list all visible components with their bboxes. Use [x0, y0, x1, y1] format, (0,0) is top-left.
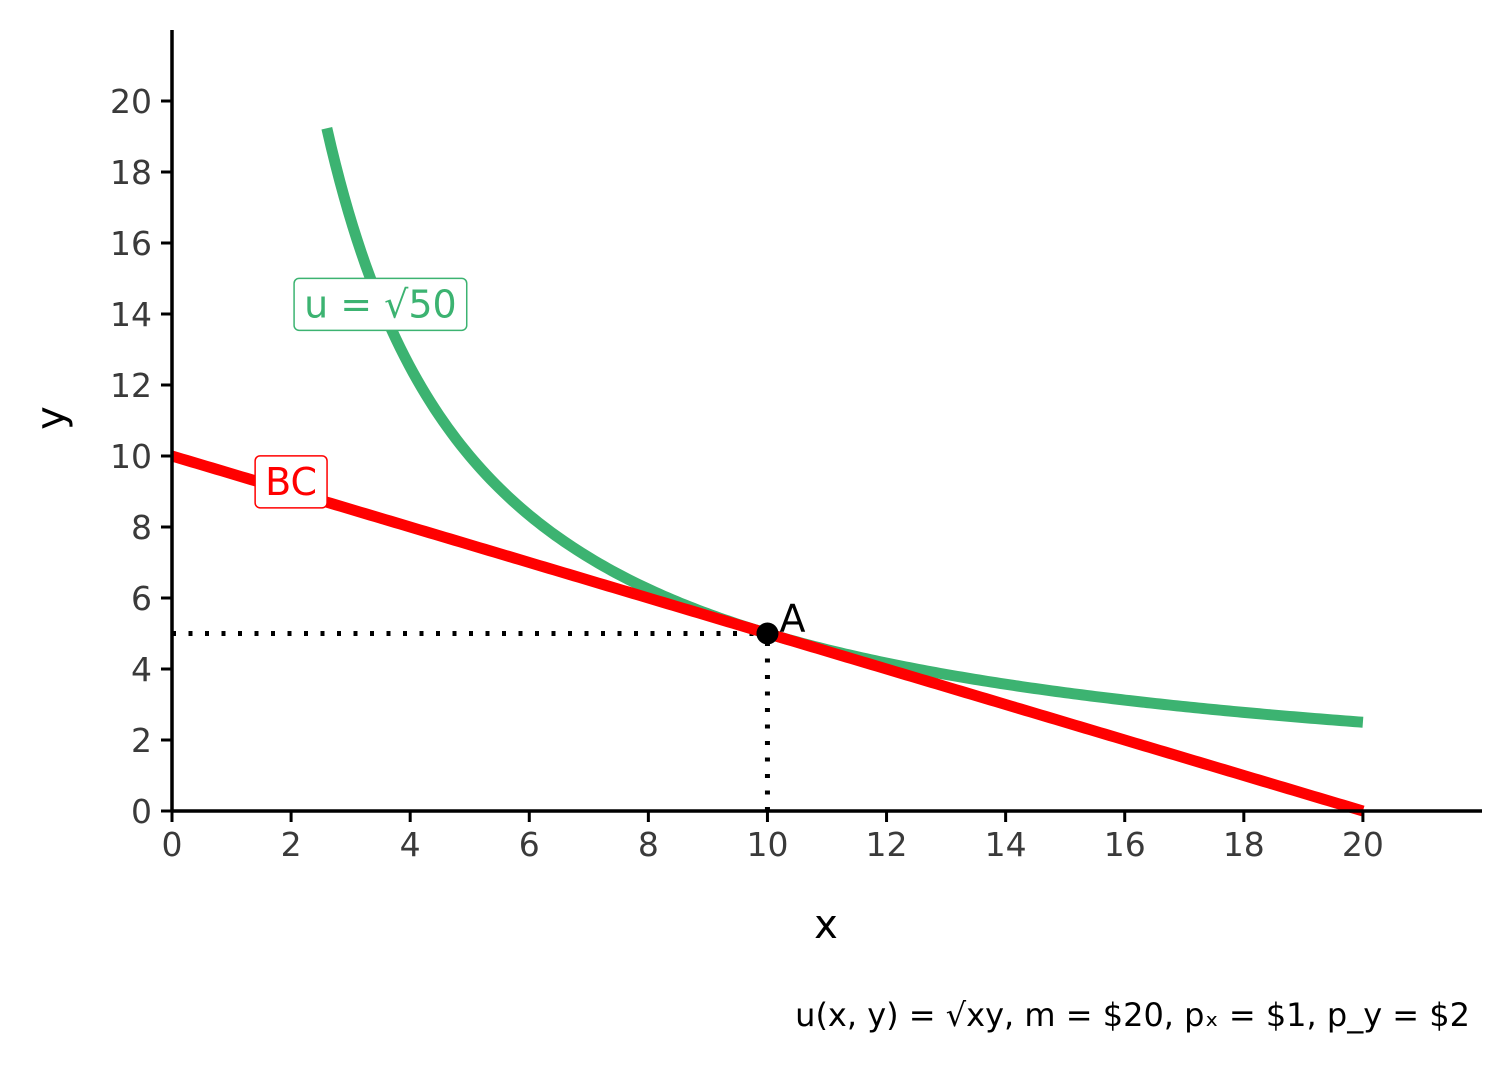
- x-axis-title: x: [814, 902, 838, 948]
- y-tick-label: 10: [110, 437, 152, 476]
- y-tick-label: 14: [110, 295, 152, 334]
- y-tick-label: 2: [131, 721, 152, 760]
- x-tick-label: 20: [1342, 825, 1384, 864]
- budget-constraint-label-text: BC: [265, 460, 317, 504]
- point-marker: [756, 622, 779, 645]
- y-tick-label: 4: [131, 650, 152, 689]
- budget-constraint-label: BC: [254, 455, 328, 509]
- x-tick-label: 18: [1223, 825, 1265, 864]
- point-label: A: [779, 597, 805, 641]
- x-tick-label: 4: [400, 825, 421, 864]
- x-tick-label: 8: [638, 825, 659, 864]
- points-layer: A: [756, 597, 805, 645]
- y-axis-title: y: [28, 406, 74, 430]
- indifference-curve-label: u = √50: [293, 277, 468, 332]
- x-tick-label: 12: [866, 825, 908, 864]
- y-tick-label: 20: [110, 82, 152, 121]
- x-tick-label: 14: [985, 825, 1027, 864]
- indifference-curve-label-text: u = √50: [304, 282, 457, 326]
- x-tick-label: 16: [1104, 825, 1146, 864]
- x-tick-label: 0: [162, 825, 183, 864]
- x-tick-label: 6: [519, 825, 540, 864]
- labels-layer: u = √50 BC: [254, 277, 468, 509]
- y-tick-label: 16: [110, 224, 152, 263]
- y-tick-label: 12: [110, 366, 152, 405]
- reference-lines: [172, 631, 770, 811]
- caption: u(x, y) = √xy, m = $20, pₓ = $1, p_y = $…: [795, 996, 1470, 1034]
- budget-constraint-label-box: [254, 455, 328, 509]
- y-tick-label: 18: [110, 153, 152, 192]
- indifference-curve-line: [321, 127, 1364, 728]
- y-tick-label: 8: [131, 508, 152, 547]
- x-tick-label: 2: [281, 825, 302, 864]
- x-tick-label: 10: [746, 825, 788, 864]
- y-tick-label: 6: [131, 579, 152, 618]
- indifference-curve-label-box: [293, 277, 468, 332]
- axes: 0 2 4 6 8 10 12 14 16 18 20 0 2 4 6 8 10 12 14 16 18 20: [110, 30, 1482, 864]
- y-tick-label: 0: [131, 792, 152, 831]
